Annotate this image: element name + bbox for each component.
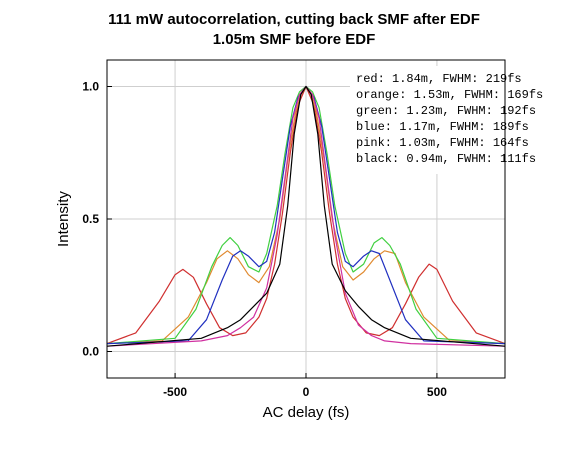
series-line-black <box>106 85 506 347</box>
legend-entry-black: black: 0.94m, FWHM: 111fs <box>356 152 536 166</box>
chart-title: 111 mW autocorrelation, cutting back SMF… <box>108 11 480 28</box>
chart-subtitle: 1.05m SMF before EDF <box>213 31 376 48</box>
series-lines <box>106 85 506 347</box>
x-tick-label: 500 <box>427 385 447 399</box>
y-tick-label: 1.0 <box>82 80 99 94</box>
legend-entry-green: green: 1.23m, FWHM: 192fs <box>356 104 536 118</box>
x-tick-label: -500 <box>163 385 187 399</box>
legend-entry-pink: pink: 1.03m, FWHM: 164fs <box>356 136 529 150</box>
legend-entry-red: red: 1.84m, FWHM: 219fs <box>356 72 522 86</box>
legend: red: 1.84m, FWHM: 219fs orange: 1.53m, FW… <box>356 72 543 166</box>
legend-background <box>350 66 520 174</box>
legend-entry-orange: orange: 1.53m, FWHM: 169fs <box>356 88 543 102</box>
y-axis-label: Intensity <box>55 191 72 247</box>
y-tick-label: 0.5 <box>82 212 99 226</box>
x-tick-label: 0 <box>303 385 310 399</box>
y-tick-label: 0.0 <box>82 345 99 359</box>
axis-ticks: -500 0 500 0.0 0.5 1.0 <box>82 80 447 400</box>
legend-entry-blue: blue: 1.17m, FWHM: 189fs <box>356 120 529 134</box>
x-axis-label: AC delay (fs) <box>263 404 350 421</box>
